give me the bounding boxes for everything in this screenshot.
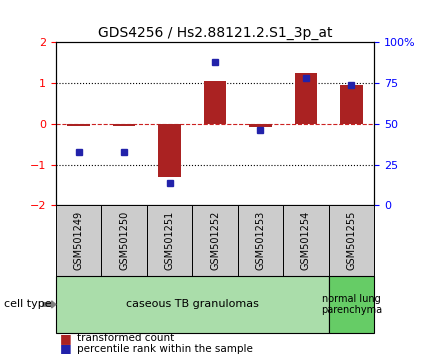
Bar [249,124,272,127]
Text: GSM501249: GSM501249 [74,211,83,270]
FancyBboxPatch shape [147,205,192,276]
Text: cell type: cell type [4,299,52,309]
Bar [158,124,181,177]
Text: transformed count: transformed count [77,333,175,343]
Text: GSM501253: GSM501253 [255,211,265,270]
FancyBboxPatch shape [101,205,147,276]
Bar [67,124,90,126]
Text: GSM501251: GSM501251 [165,211,175,270]
Text: caseous TB granulomas: caseous TB granulomas [126,299,259,309]
FancyBboxPatch shape [329,205,374,276]
Text: GSM501255: GSM501255 [347,211,356,270]
FancyBboxPatch shape [56,276,329,333]
FancyBboxPatch shape [329,276,374,333]
Title: GDS4256 / Hs2.88121.2.S1_3p_at: GDS4256 / Hs2.88121.2.S1_3p_at [98,26,332,40]
Bar [204,81,226,124]
FancyBboxPatch shape [283,205,329,276]
FancyBboxPatch shape [56,205,101,276]
Text: ■: ■ [60,342,72,354]
Text: percentile rank within the sample: percentile rank within the sample [77,344,253,354]
FancyBboxPatch shape [192,205,238,276]
Text: GSM501250: GSM501250 [119,211,129,270]
Text: GSM501252: GSM501252 [210,211,220,270]
Text: normal lung
parenchyma: normal lung parenchyma [321,293,382,315]
Text: GSM501254: GSM501254 [301,211,311,270]
Text: ■: ■ [60,332,72,344]
Bar [113,124,135,126]
FancyBboxPatch shape [238,205,283,276]
Bar [340,85,363,124]
Bar [295,73,317,124]
